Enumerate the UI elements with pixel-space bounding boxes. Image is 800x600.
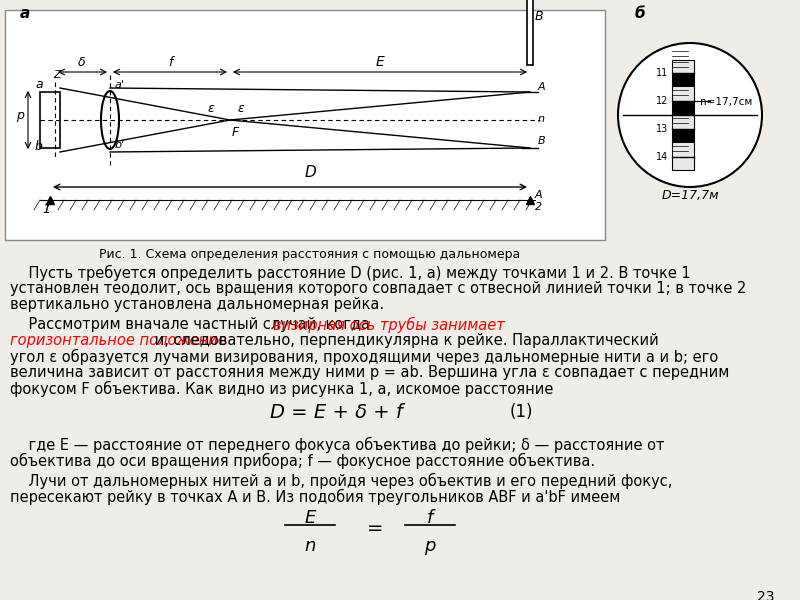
Text: угол ε образуется лучами визирования, проходящими через дальномерные нити a и b;: угол ε образуется лучами визирования, пр… — [10, 349, 718, 365]
Text: 14: 14 — [656, 152, 668, 162]
Text: D: D — [304, 165, 316, 180]
Bar — [527, 0, 533, 65]
Text: и, следовательно, перпендикулярна к рейке. Параллактический: и, следовательно, перпендикулярна к рейк… — [150, 333, 659, 348]
Text: Z: Z — [53, 70, 61, 80]
Text: 23: 23 — [758, 590, 775, 600]
Text: =: = — [366, 519, 383, 538]
Bar — [672, 101, 694, 115]
Text: n: n — [304, 537, 316, 555]
Ellipse shape — [101, 91, 119, 149]
Text: горизонтальное положение: горизонтальное положение — [10, 333, 226, 348]
Text: установлен теодолит, ось вращения которого совпадает с отвесной линией точки 1; : установлен теодолит, ось вращения которо… — [10, 281, 746, 296]
Text: 12: 12 — [656, 96, 668, 106]
Text: a': a' — [115, 80, 125, 90]
Text: пересекают рейку в точках А и В. Из подобия треугольников ABF и a'bF имеем: пересекают рейку в точках А и В. Из подо… — [10, 489, 620, 505]
Text: n=17,7см: n=17,7см — [700, 97, 752, 107]
Text: δ: δ — [78, 56, 86, 69]
Text: B: B — [535, 10, 544, 23]
Text: p: p — [16, 109, 24, 122]
Text: A: A — [538, 82, 546, 92]
Text: Рис. 1. Схема определения расстояния с помощью дальномера: Рис. 1. Схема определения расстояния с п… — [99, 248, 521, 261]
Text: вертикально установлена дальномерная рейка.: вертикально установлена дальномерная рей… — [10, 297, 384, 312]
Text: b': b' — [115, 140, 125, 150]
Text: ε: ε — [238, 102, 245, 115]
Text: величина зависит от расстояния между ними p = ab. Вершина угла ε совпадает с пер: величина зависит от расстояния между ним… — [10, 365, 730, 380]
Text: a: a — [35, 78, 42, 91]
Bar — [40, 92, 60, 148]
Text: D=17,7м: D=17,7м — [662, 189, 718, 202]
Text: D = E + δ + f: D = E + δ + f — [270, 403, 402, 422]
Circle shape — [618, 43, 762, 187]
Text: b: b — [35, 140, 43, 153]
Text: фокусом F объектива. Как видно из рисунка 1, а, искомое расстояние: фокусом F объектива. Как видно из рисунк… — [10, 381, 554, 397]
Text: E: E — [304, 509, 316, 527]
Text: Пусть требуется определить расстояние D (рис. 1, а) между точками 1 и 2. В точке: Пусть требуется определить расстояние D … — [10, 265, 690, 281]
Text: 11: 11 — [656, 68, 668, 78]
Text: B: B — [538, 136, 546, 146]
Bar — [672, 73, 694, 87]
Text: объектива до оси вращения прибора; f — фокусное расстояние объектива.: объектива до оси вращения прибора; f — ф… — [10, 453, 595, 469]
Text: Рассмотрим вначале частный случай, когда: Рассмотрим вначале частный случай, когда — [10, 317, 374, 332]
Text: Лучи от дальномерных нитей a и b, пройдя через объектив и его передний фокус,: Лучи от дальномерных нитей a и b, пройдя… — [10, 473, 672, 489]
Bar — [672, 60, 694, 170]
Text: n: n — [538, 114, 545, 124]
Text: E: E — [376, 55, 384, 69]
Text: (1): (1) — [510, 403, 534, 421]
Text: a: a — [20, 6, 30, 21]
Text: 1: 1 — [42, 203, 50, 216]
Text: A
2: A 2 — [535, 190, 542, 212]
Text: ε: ε — [208, 102, 214, 115]
Text: 13: 13 — [656, 124, 668, 134]
Text: где E — расстояние от переднего фокуса объектива до рейки; δ — расстояние от: где E — расстояние от переднего фокуса о… — [10, 437, 664, 453]
Text: визирная ось трубы занимает: визирная ось трубы занимает — [274, 317, 505, 333]
Text: p: p — [424, 537, 436, 555]
Bar — [672, 129, 694, 143]
Text: f: f — [427, 509, 433, 527]
Text: f: f — [168, 56, 172, 69]
Bar — [5, 10, 605, 240]
Text: б: б — [635, 6, 646, 21]
Text: F: F — [232, 126, 239, 139]
